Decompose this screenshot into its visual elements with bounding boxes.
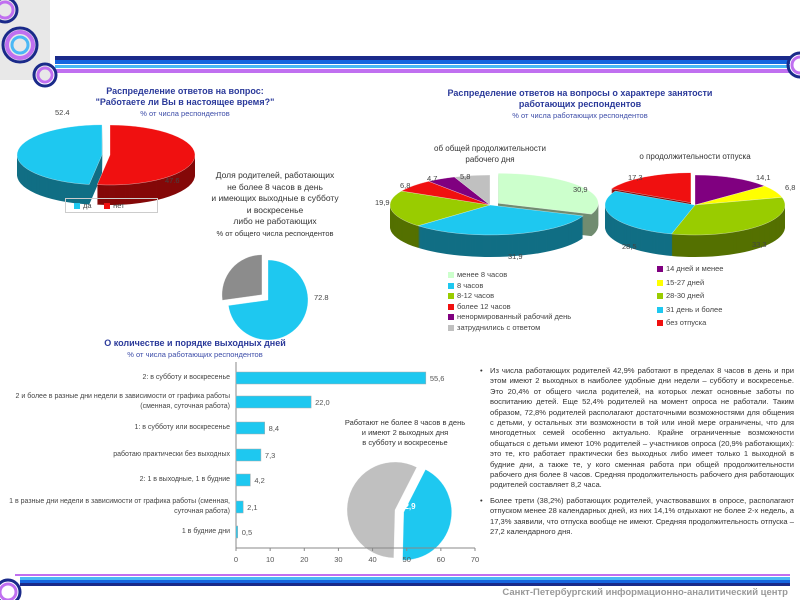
bar-value-label: 0,5 [242, 528, 252, 537]
value-label: 33,3 [752, 240, 767, 249]
employment-title: Распределение ответов на вопросы о харак… [447, 88, 713, 120]
vacation-pie-slice [671, 197, 786, 236]
vacation-pie-slice [694, 174, 766, 206]
workday-pie-slice [417, 204, 584, 236]
days-off-title: О количестве и порядке выходных дней % о… [104, 338, 286, 359]
value-label: 6,8 [785, 183, 796, 192]
bar-value-label: 2,1 [247, 503, 257, 512]
share-pie-slice [221, 254, 263, 301]
work-now-legend: да нет [65, 198, 158, 213]
value-label: 19,9 [375, 198, 390, 207]
vacation-chart-title: о продолжительности отпуска [639, 152, 751, 161]
bar [235, 371, 427, 385]
share-pie-slice [228, 259, 309, 341]
bar-category-label: 2: 1 в выходные, 1 в будние [139, 476, 230, 483]
bar-category-label: 2: в субботу и воскресенье [142, 374, 230, 381]
commentary-paragraph: Из числа работающих родителей 42,9% рабо… [480, 366, 794, 491]
bar-x-tick-label: 0 [234, 555, 238, 564]
bar-x-tick-label: 50 [403, 555, 411, 564]
value-label: 28,5 [622, 242, 637, 251]
bar-x-tick-label: 40 [368, 555, 376, 564]
bar-x-tick-label: 20 [300, 555, 308, 564]
bar [235, 500, 244, 514]
workday-pie-slice [389, 190, 491, 226]
value-label: 42,9 [400, 502, 416, 511]
value-label: 4,7 [427, 174, 438, 183]
value-label: 72.8 [314, 293, 329, 302]
workday-pie-slice [453, 174, 491, 206]
bar-x-tick-label: 70 [471, 555, 479, 564]
commentary-text: Из числа работающих родителей 42,9% рабо… [480, 366, 794, 543]
bar-value-label: 55,6 [430, 374, 445, 383]
value-label: 6,8 [400, 181, 411, 190]
workday-chart-title: об общей продолжительности рабочего дня [434, 144, 546, 164]
value-label: 30,9 [573, 185, 588, 194]
workday-legend: менее 8 часов 8 часов 8-12 часов более 1… [448, 270, 571, 333]
value-label: 17,3 [628, 173, 643, 182]
bar-category-label: работаю практически без выходных [113, 451, 230, 458]
bar-category-label: 1: в субботу или воскресенье [134, 424, 230, 431]
bar-value-label: 7,3 [265, 451, 275, 460]
value-label: 52.4 [55, 108, 70, 117]
workday-pie-slice [498, 173, 599, 215]
bar-value-label: 8,4 [269, 424, 279, 433]
bar [235, 421, 265, 435]
two-days-pie-slice [402, 469, 452, 561]
work-now-pie-slice [97, 124, 196, 186]
value-label: 31,9 [508, 252, 523, 261]
bar-value-label: 22,0 [315, 398, 330, 407]
two-days-chart-title: Работают не более 8 часов в день и имеют … [344, 418, 466, 447]
bar-x-tick-label: 30 [334, 555, 342, 564]
bar [235, 395, 312, 409]
commentary-paragraph: Более трети (38,2%) работающих родителей… [480, 496, 794, 538]
bar [235, 473, 251, 487]
bar-x-tick-label: 60 [437, 555, 445, 564]
value-label: 14,1 [756, 173, 771, 182]
bar-category-label: 1 в будние дни [181, 528, 230, 535]
vacation-pie-slice [604, 190, 696, 235]
bar-category-label: 1 в разные дни недели в зависимости от г… [9, 498, 230, 515]
two-days-pie-slice [346, 461, 417, 559]
share-title: Доля родителей, работающих не более 8 ча… [211, 170, 339, 238]
vacation-pie-slice [610, 172, 692, 203]
work-now-pie-slice [16, 124, 103, 185]
bar [235, 448, 262, 462]
bar-category-label: 2 и более в разные дни недели в зависимо… [15, 393, 230, 410]
bar-value-label: 4,2 [254, 476, 264, 485]
value-label: 47.6 [165, 176, 180, 185]
value-label: 5,8 [460, 172, 471, 181]
footer-org-name: Санкт-Петербургский информационно-аналит… [502, 587, 788, 598]
bar [235, 525, 238, 539]
bar-x-tick-label: 10 [266, 555, 274, 564]
work-now-title: Распределение ответов на вопрос: "Работа… [95, 86, 275, 118]
vacation-legend: 14 дней и менее 15-27 дней 28-30 дней 31… [657, 262, 723, 330]
